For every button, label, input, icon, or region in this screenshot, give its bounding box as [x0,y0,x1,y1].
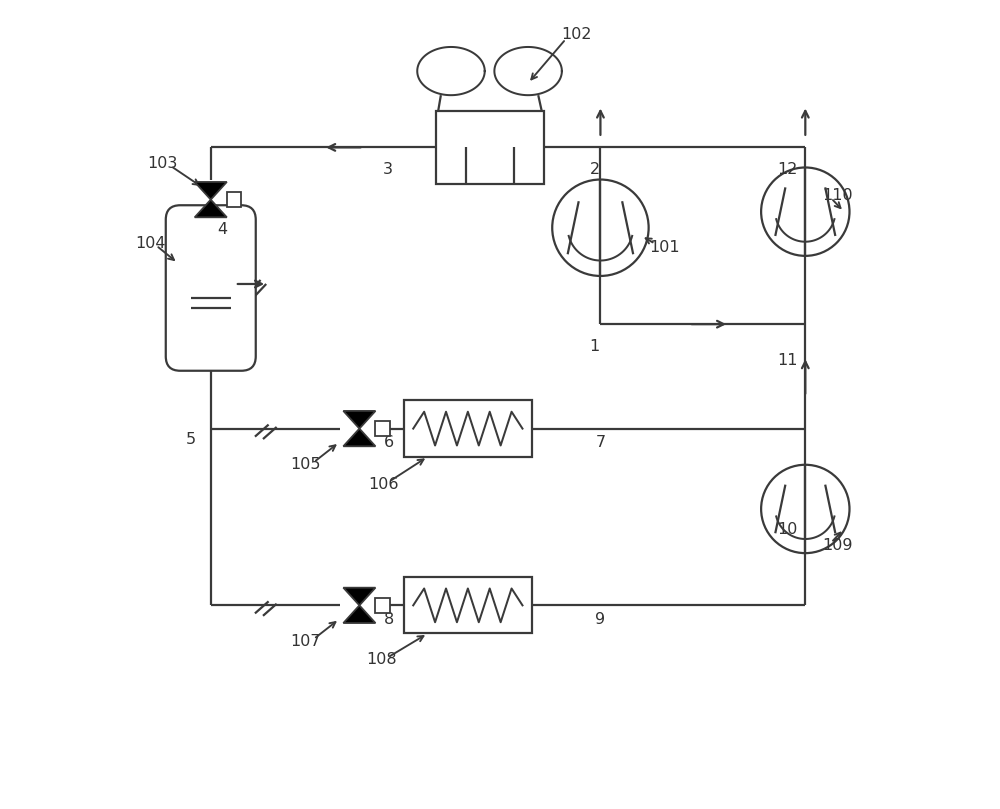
Polygon shape [195,200,227,218]
Polygon shape [343,429,375,447]
Text: 3: 3 [383,162,393,176]
Bar [404,578,532,633]
Text: 103: 103 [147,156,178,171]
Text: 104: 104 [135,236,166,252]
Text: 110: 110 [822,188,853,203]
Bar [375,421,390,436]
Text: 5: 5 [186,431,196,447]
Text: 7: 7 [595,434,605,450]
Text: 107: 107 [290,634,321,649]
Text: 109: 109 [822,538,853,553]
Text: 102: 102 [561,28,592,42]
Text: 1: 1 [590,339,600,354]
Text: 6: 6 [384,434,394,450]
Text: 8: 8 [384,612,394,626]
Bar [404,400,532,457]
Polygon shape [343,411,375,429]
Text: 9: 9 [595,612,605,626]
Bar [227,193,241,207]
Text: 12: 12 [777,162,798,176]
Text: 101: 101 [649,240,680,256]
Text: 10: 10 [777,522,798,536]
Text: 105: 105 [290,457,321,472]
Polygon shape [195,182,227,200]
Text: 108: 108 [366,653,396,667]
Bar [375,598,390,612]
Text: 106: 106 [368,477,399,493]
FancyBboxPatch shape [166,205,256,371]
Polygon shape [343,587,375,605]
Text: 4: 4 [218,222,228,237]
Polygon shape [343,605,375,623]
Text: 2: 2 [590,162,600,176]
Bar [436,112,544,184]
Text: 11: 11 [777,353,798,368]
